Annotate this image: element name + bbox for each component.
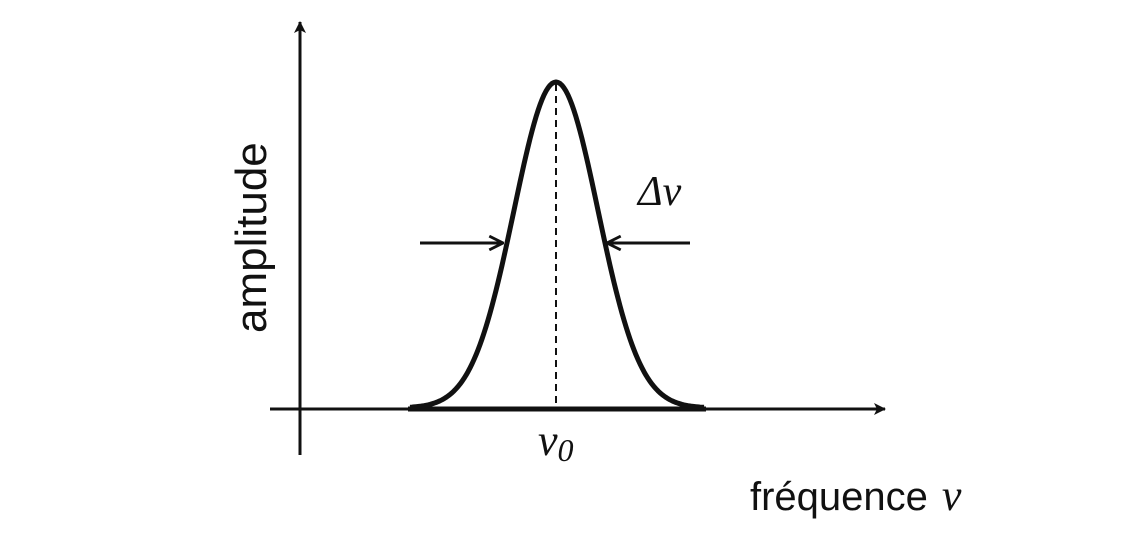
gaussian-curve <box>409 79 705 410</box>
x-axis-label: fréquence ν <box>750 471 962 520</box>
center-frequency-label: ν0 <box>538 416 574 468</box>
y-axis-label: amplitude <box>227 142 276 333</box>
width-label: Δν <box>636 169 682 215</box>
